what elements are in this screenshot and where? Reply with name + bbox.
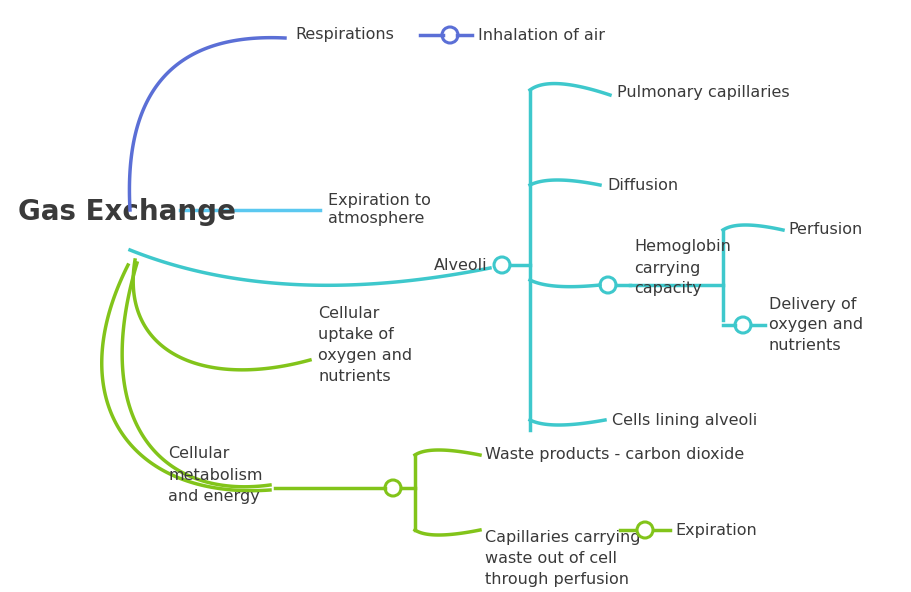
Text: Cellular
uptake of
oxygen and
nutrients: Cellular uptake of oxygen and nutrients [318, 306, 412, 384]
Text: Alveoli: Alveoli [435, 258, 488, 272]
Text: Cellular
metabolism
and energy: Cellular metabolism and energy [168, 446, 262, 504]
Text: atmosphere: atmosphere [328, 211, 425, 226]
Text: Waste products - carbon dioxide: Waste products - carbon dioxide [485, 448, 744, 462]
Text: Delivery of
oxygen and
nutrients: Delivery of oxygen and nutrients [769, 297, 863, 353]
Text: Capillaries carrying
waste out of cell
through perfusion: Capillaries carrying waste out of cell t… [485, 530, 640, 587]
Text: Cells lining alveoli: Cells lining alveoli [612, 413, 757, 427]
Text: Expiration to: Expiration to [328, 192, 431, 208]
Text: Respirations: Respirations [295, 27, 394, 43]
Text: Expiration: Expiration [675, 523, 757, 538]
Text: Hemoglobin
carrying
capacity: Hemoglobin carrying capacity [634, 240, 731, 297]
Text: Inhalation of air: Inhalation of air [478, 27, 605, 43]
Text: Pulmonary capillaries: Pulmonary capillaries [617, 85, 790, 99]
Text: Diffusion: Diffusion [607, 178, 678, 192]
Text: Gas Exchange: Gas Exchange [18, 198, 236, 226]
Text: Perfusion: Perfusion [788, 223, 862, 237]
